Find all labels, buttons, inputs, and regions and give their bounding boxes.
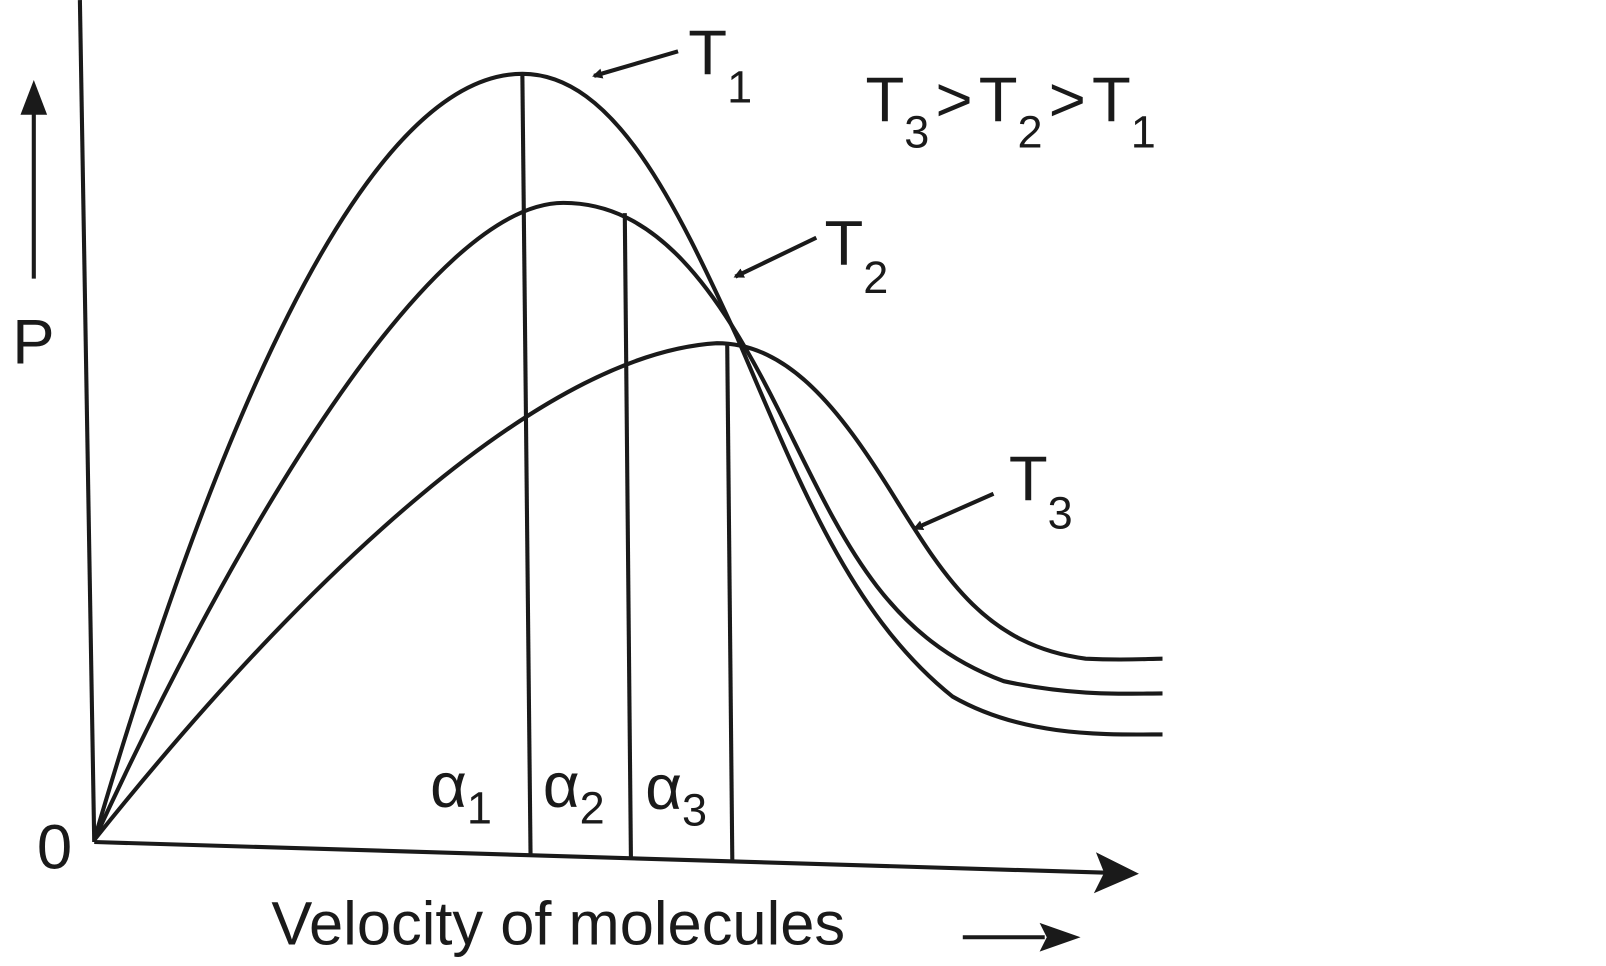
y-arrowhead xyxy=(20,79,48,115)
subscript: 3 xyxy=(904,107,929,158)
x-label-arrowhead xyxy=(1039,922,1081,952)
symbol: α xyxy=(543,751,580,821)
subscript: 1 xyxy=(467,783,492,834)
y-label: P xyxy=(12,308,54,378)
operator: > xyxy=(1049,65,1086,135)
x-label: Velocity of molecules xyxy=(271,889,845,958)
relation: T3>T2>T1 xyxy=(865,65,1155,158)
x-axis xyxy=(94,839,1107,875)
curve-t1 xyxy=(92,71,1163,841)
symbol: T xyxy=(825,208,864,278)
subscript: 2 xyxy=(580,783,605,834)
label-arrow xyxy=(592,49,679,79)
peak-line xyxy=(725,343,735,863)
curve-label: T2 xyxy=(825,208,889,303)
curve-t3 xyxy=(92,341,1163,842)
curve-label: T1 xyxy=(688,18,752,113)
peak-label: α1 xyxy=(430,751,492,833)
subscript: 1 xyxy=(727,61,752,112)
y-axis xyxy=(77,0,97,843)
symbol: T xyxy=(688,18,727,88)
symbol: α xyxy=(645,753,682,823)
peak-label: α3 xyxy=(645,753,707,835)
subscript: 2 xyxy=(863,252,888,303)
symbol: T xyxy=(1092,65,1131,135)
operator: > xyxy=(935,65,972,135)
subscript: 1 xyxy=(1131,107,1156,158)
peak-line xyxy=(520,73,533,857)
subscript: 3 xyxy=(1048,488,1073,539)
x-axis-arrowhead xyxy=(1093,852,1139,894)
curve-t2 xyxy=(92,200,1163,841)
curve-label: T3 xyxy=(1009,444,1073,539)
symbol: T xyxy=(1009,444,1048,514)
peak-line xyxy=(622,213,633,860)
subscript: 2 xyxy=(1018,107,1043,158)
peak-label: α2 xyxy=(543,751,605,833)
symbol: T xyxy=(979,65,1018,135)
symbol: T xyxy=(865,65,904,135)
label-arrow xyxy=(733,235,818,279)
origin-label: 0 xyxy=(37,813,72,883)
symbol: α xyxy=(430,751,467,821)
subscript: 3 xyxy=(682,785,707,836)
label-arrow xyxy=(912,491,995,531)
